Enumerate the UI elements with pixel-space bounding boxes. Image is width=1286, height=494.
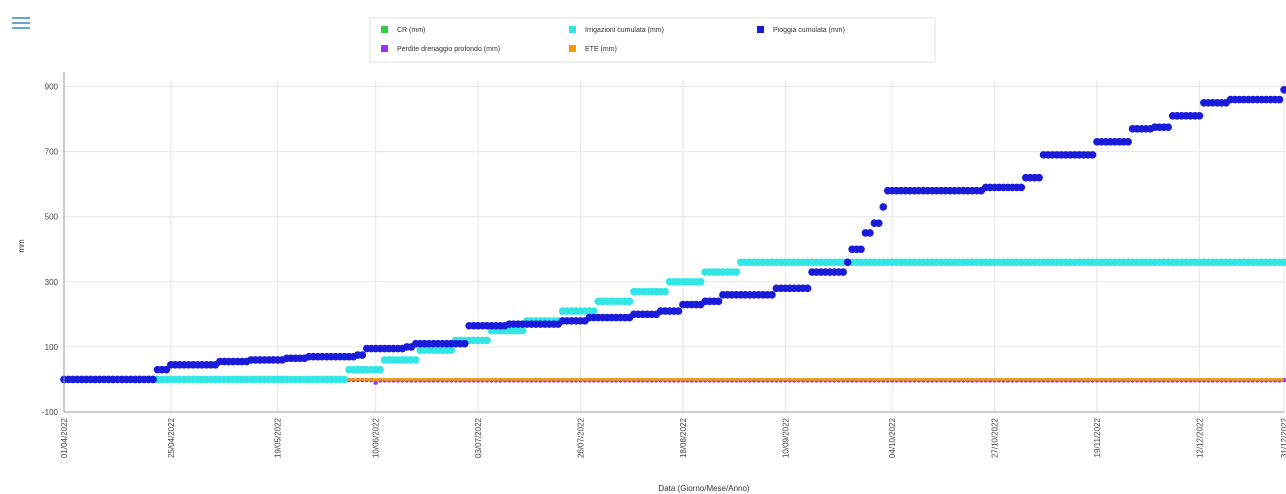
x-tick-label: 26/07/2022 bbox=[576, 417, 585, 458]
series-layer bbox=[60, 85, 1286, 385]
legend-swatch bbox=[569, 26, 576, 33]
y-tick-label: 900 bbox=[45, 83, 59, 92]
data-point bbox=[857, 245, 865, 254]
data-point bbox=[1280, 258, 1286, 267]
x-tick-label: 25/04/2022 bbox=[167, 417, 176, 458]
data-point bbox=[149, 375, 157, 384]
data-point bbox=[1035, 173, 1043, 182]
x-tick-label: 03/07/2022 bbox=[474, 417, 483, 458]
data-point bbox=[696, 278, 705, 286]
x-tick-label: 19/11/2022 bbox=[1093, 417, 1102, 457]
data-point bbox=[483, 336, 491, 345]
legend-item[interactable]: Perdite drenaggio profondo (mm) bbox=[381, 45, 500, 53]
data-point bbox=[1124, 138, 1132, 146]
series-2 bbox=[60, 85, 1286, 384]
legend-label: ETE (mm) bbox=[585, 46, 617, 53]
data-point bbox=[674, 307, 683, 315]
legend-label: CR (mm) bbox=[397, 27, 425, 34]
data-point bbox=[625, 297, 634, 306]
legend-swatch bbox=[569, 45, 576, 52]
data-point bbox=[162, 365, 171, 374]
x-tick-label: 18/08/2022 bbox=[679, 417, 688, 458]
data-point bbox=[447, 346, 456, 354]
legend-label: Pioggia cumulata (mm) bbox=[773, 27, 845, 34]
legend-label: Irrigazioni cumulata (mm) bbox=[585, 27, 664, 34]
data-point bbox=[460, 339, 469, 348]
legend-item[interactable]: CR (mm) bbox=[381, 26, 425, 34]
legend-label: Perdite drenaggio profondo (mm) bbox=[397, 46, 500, 53]
legend-box bbox=[369, 17, 936, 63]
legend-item[interactable]: Irrigazioni cumulata (mm) bbox=[569, 26, 664, 34]
x-tick-label: 12/12/2022 bbox=[1195, 417, 1204, 458]
y-tick-label: 500 bbox=[45, 213, 59, 222]
x-tick-label: 31/12/2022 bbox=[1280, 417, 1286, 458]
legend: CR (mm) Irrigazioni cumulata (mm) Pioggia … bbox=[369, 17, 936, 63]
data-point bbox=[1280, 85, 1286, 94]
y-axis-title: mm bbox=[17, 239, 26, 253]
legend-swatch bbox=[381, 45, 388, 52]
data-point bbox=[875, 219, 883, 228]
x-tick-label: 10/09/2022 bbox=[781, 417, 790, 458]
data-point bbox=[1275, 95, 1284, 104]
data-point bbox=[1164, 123, 1173, 131]
x-axis-title: Data (Giorno/Mese/Anno) bbox=[658, 484, 749, 493]
data-point bbox=[843, 258, 852, 267]
data-point bbox=[376, 365, 384, 374]
legend-swatch bbox=[381, 26, 388, 33]
data-point bbox=[518, 326, 527, 335]
axes: -100 100 300 500 700 900 01/04/2022 25/04/2022 1… bbox=[42, 72, 1286, 458]
data-point bbox=[340, 375, 349, 384]
data-point bbox=[866, 229, 874, 237]
data-point bbox=[590, 307, 598, 315]
data-point bbox=[768, 291, 776, 299]
data-point bbox=[879, 203, 888, 211]
y-tick-label: 300 bbox=[45, 278, 59, 287]
data-point bbox=[803, 284, 812, 293]
legend-item[interactable]: ETE (mm) bbox=[569, 45, 617, 53]
hamburger-menu-icon[interactable] bbox=[12, 16, 30, 30]
data-point bbox=[839, 268, 847, 276]
data-point bbox=[411, 356, 420, 364]
x-tick-label: 04/10/2022 bbox=[888, 417, 897, 458]
data-point bbox=[1088, 151, 1097, 159]
data-point bbox=[358, 351, 367, 359]
data-point bbox=[661, 287, 669, 296]
x-tick-label: 10/06/2022 bbox=[372, 417, 381, 458]
y-tick-label: 700 bbox=[45, 148, 59, 157]
data-point bbox=[732, 268, 741, 276]
data-point bbox=[1017, 183, 1026, 192]
x-tick-label: 01/04/2022 bbox=[60, 417, 69, 458]
data-point bbox=[1195, 112, 1204, 120]
data-point bbox=[373, 380, 378, 385]
legend-swatch bbox=[757, 26, 764, 33]
x-tick-label: 19/05/2022 bbox=[274, 417, 283, 458]
y-tick-label: 100 bbox=[45, 343, 59, 352]
legend-item[interactable]: Pioggia cumulata (mm) bbox=[757, 26, 845, 34]
data-point bbox=[714, 297, 723, 306]
y-tick-label: -100 bbox=[42, 408, 59, 417]
x-tick-label: 27/10/2022 bbox=[991, 417, 1000, 458]
